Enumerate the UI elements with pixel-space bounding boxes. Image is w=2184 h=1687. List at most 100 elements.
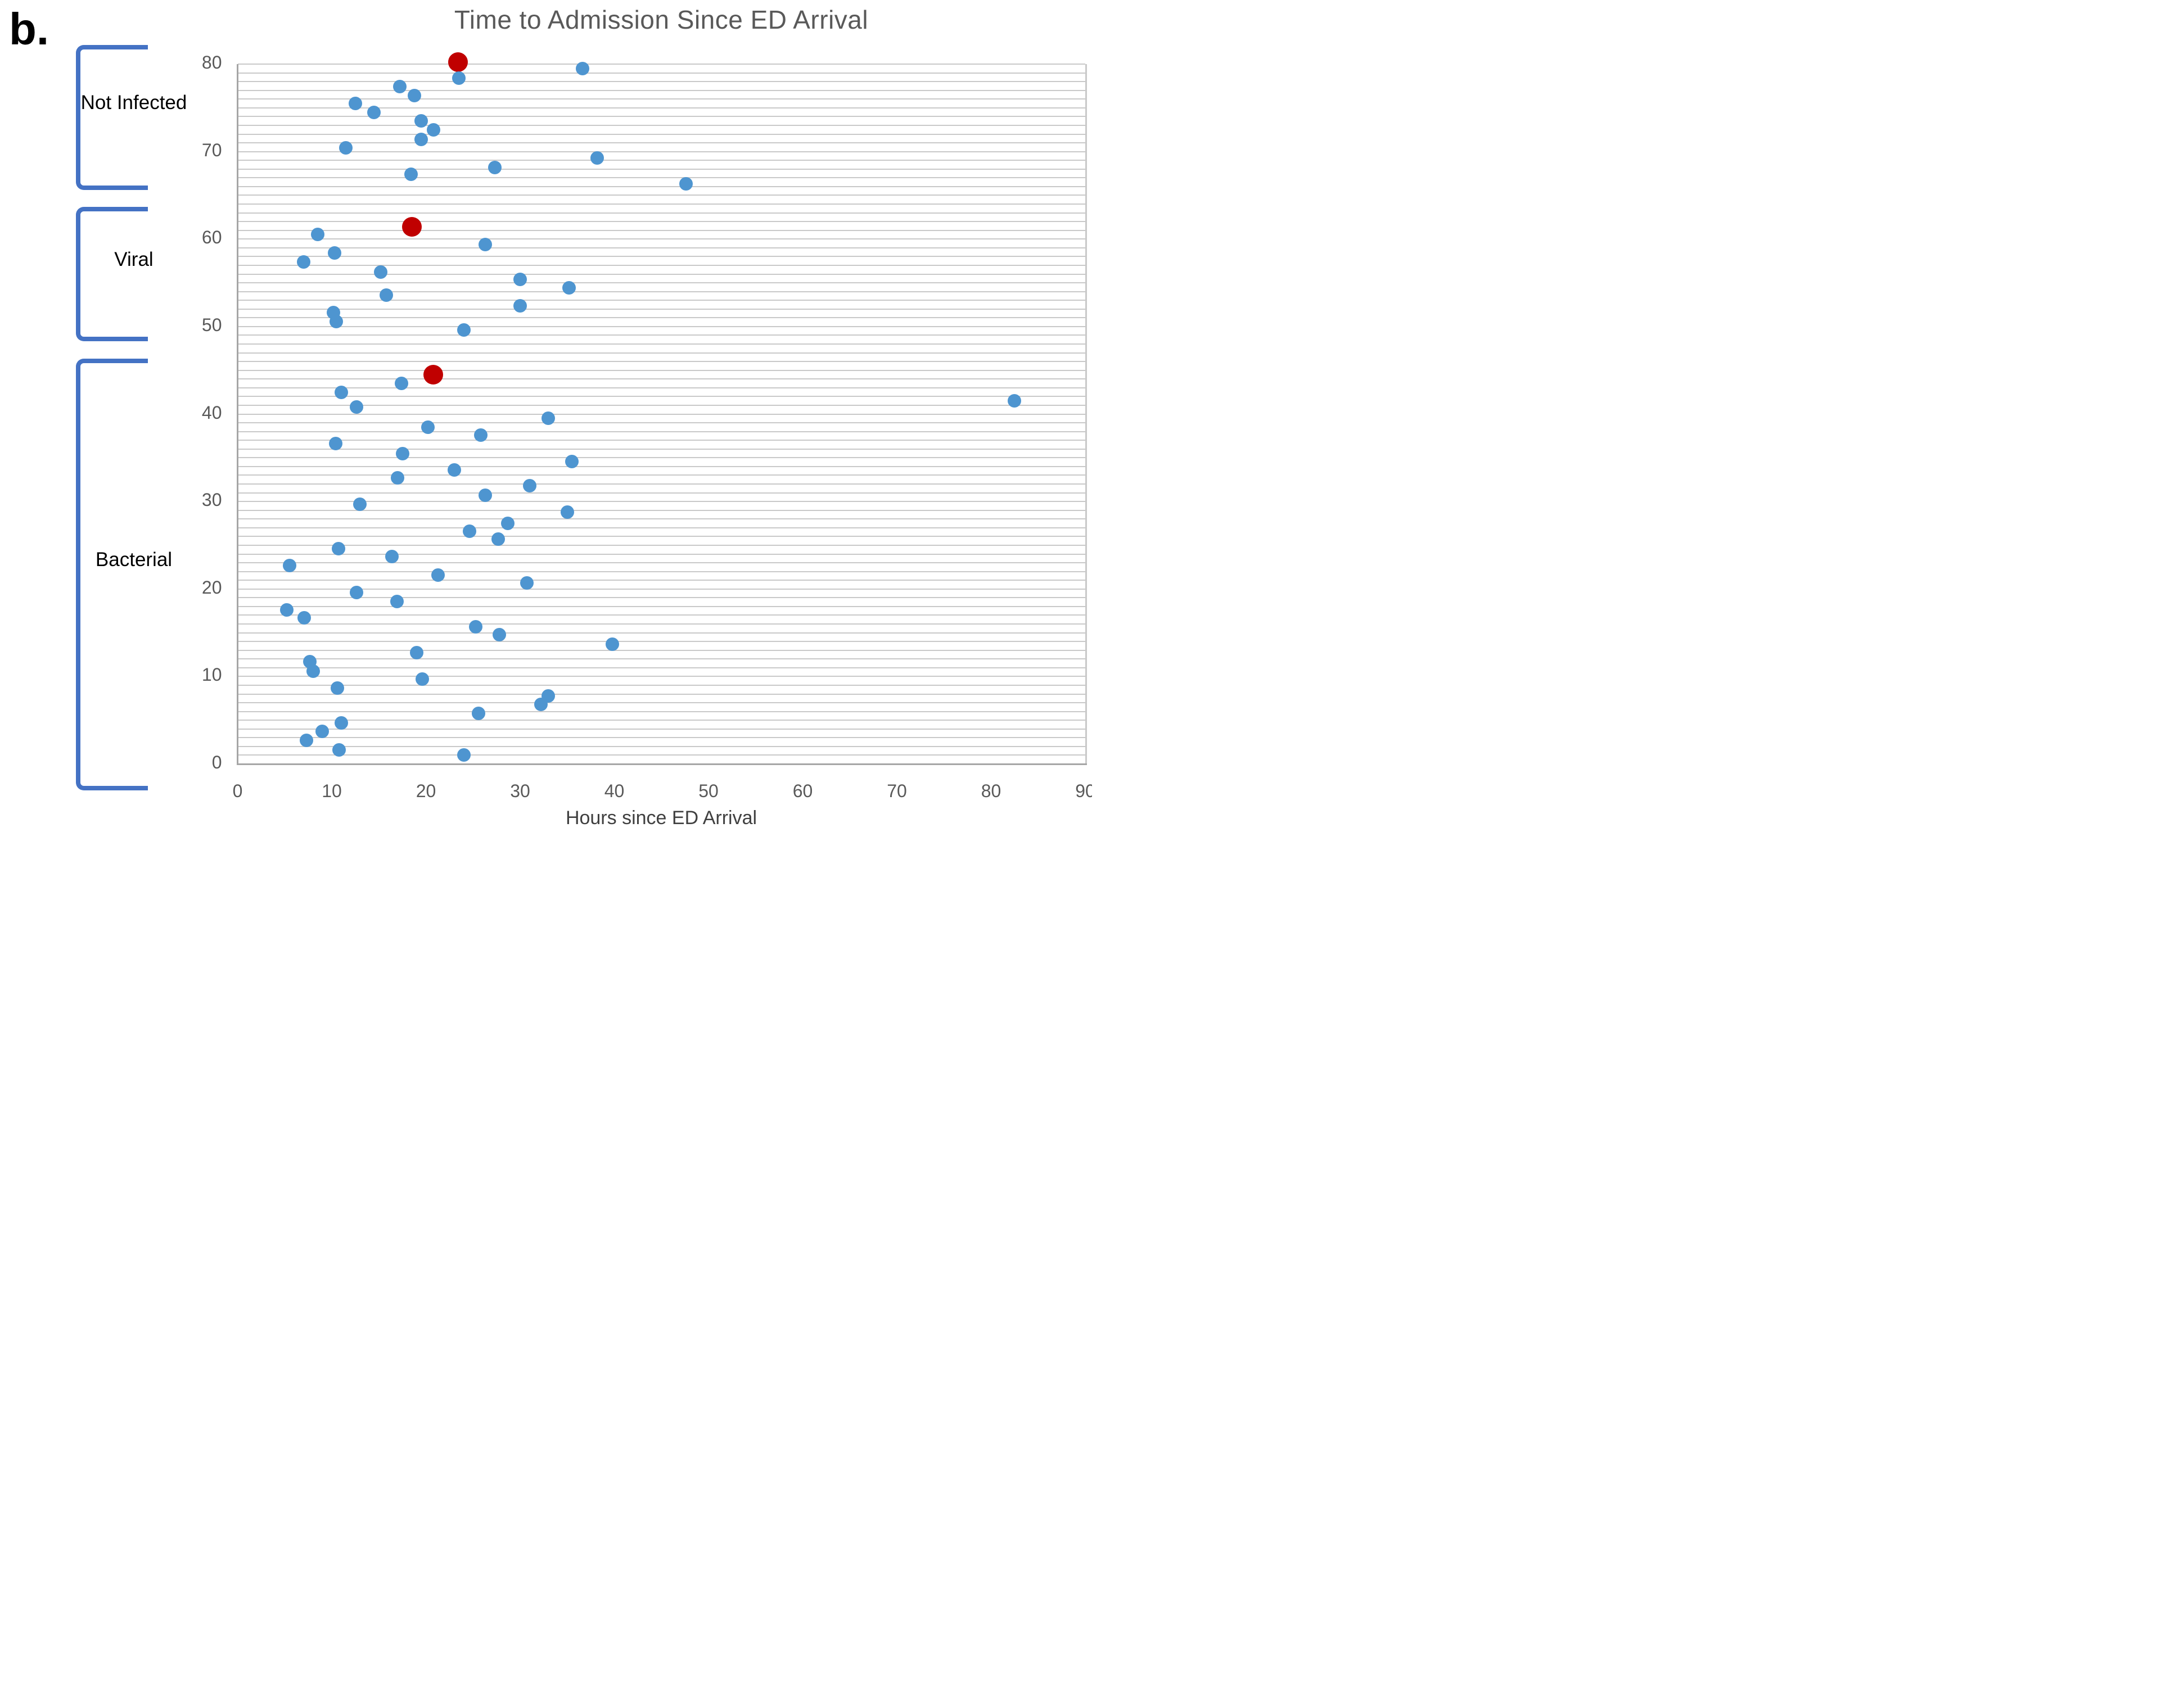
gridline xyxy=(237,527,1085,528)
gridline xyxy=(237,81,1085,83)
gridline xyxy=(237,177,1085,179)
data-point xyxy=(457,748,471,762)
gridline xyxy=(237,300,1085,301)
gridline xyxy=(237,580,1085,581)
data-point xyxy=(522,479,536,493)
gridline xyxy=(237,492,1085,494)
gridline xyxy=(237,308,1085,310)
x-axis-title: Hours since ED Arrival xyxy=(565,807,757,829)
gridline xyxy=(237,465,1085,467)
gridline xyxy=(237,658,1085,660)
gridline xyxy=(237,676,1085,677)
gridline xyxy=(237,151,1085,152)
data-point xyxy=(409,646,423,660)
data-point xyxy=(534,698,548,712)
gridline xyxy=(237,667,1085,668)
y-axis-tick-label: 40 xyxy=(201,402,222,423)
gridline xyxy=(237,483,1085,485)
gridline xyxy=(237,387,1085,388)
gridline xyxy=(237,702,1085,704)
group-label-bacterial: Bacterial xyxy=(95,549,173,571)
gridline xyxy=(237,203,1085,205)
data-point xyxy=(501,517,515,531)
gridline xyxy=(237,431,1085,432)
data-point xyxy=(353,497,367,511)
gridline xyxy=(237,684,1085,686)
highlighted-data-point xyxy=(423,364,444,385)
data-point xyxy=(431,568,445,582)
data-point xyxy=(542,411,556,426)
x-axis-tick-label: 10 xyxy=(322,781,342,801)
data-point xyxy=(493,627,507,641)
gridline xyxy=(237,116,1085,117)
data-point xyxy=(330,314,344,328)
data-point xyxy=(462,524,476,539)
data-point xyxy=(367,105,381,119)
gridline xyxy=(237,168,1085,170)
gridline xyxy=(237,160,1085,161)
data-point xyxy=(415,672,429,686)
gridline xyxy=(237,745,1085,747)
data-point xyxy=(390,594,404,608)
gridline xyxy=(237,571,1085,572)
gridline xyxy=(237,457,1085,459)
x-axis-tick-label: 80 xyxy=(981,781,1001,801)
gridline xyxy=(237,291,1085,292)
gridline xyxy=(237,711,1085,712)
data-point xyxy=(282,558,296,572)
x-axis-tick-label: 90 xyxy=(1075,781,1092,801)
group-bracket-bacterial xyxy=(76,359,148,790)
data-point xyxy=(334,716,348,730)
data-point xyxy=(457,323,471,337)
data-point xyxy=(374,265,388,279)
gridline xyxy=(237,623,1085,625)
data-point xyxy=(408,89,422,103)
gridline xyxy=(237,124,1085,126)
gridline xyxy=(237,396,1085,397)
gridline xyxy=(237,597,1085,599)
data-point xyxy=(349,585,363,599)
data-point xyxy=(562,281,576,295)
gridline xyxy=(237,378,1085,380)
data-point xyxy=(520,576,534,590)
gridline xyxy=(237,720,1085,721)
data-point xyxy=(513,272,527,286)
data-point xyxy=(331,542,345,556)
gridline xyxy=(237,632,1085,634)
gridline xyxy=(237,553,1085,555)
y-axis-line xyxy=(236,64,238,765)
x-axis-tick-label: 70 xyxy=(887,781,907,801)
data-point xyxy=(590,151,604,165)
data-point xyxy=(426,123,440,137)
data-point xyxy=(491,532,506,546)
y-axis-tick-label: 10 xyxy=(201,664,222,685)
data-point xyxy=(395,446,409,460)
data-point xyxy=(299,733,313,747)
data-point xyxy=(348,97,362,111)
gridline xyxy=(237,448,1085,450)
gridline xyxy=(237,334,1085,336)
gridline xyxy=(237,404,1085,406)
highlighted-data-point xyxy=(448,52,468,73)
data-point xyxy=(414,132,428,146)
x-axis-tick-label: 60 xyxy=(792,781,813,801)
data-point xyxy=(488,160,502,174)
gridline xyxy=(237,614,1085,616)
gridline xyxy=(237,72,1085,74)
data-point xyxy=(279,603,294,617)
gridline xyxy=(237,186,1085,187)
y-axis-tick-label: 80 xyxy=(201,52,222,73)
chart-title: Time to Admission Since ED Arrival xyxy=(454,5,869,34)
gridline xyxy=(237,737,1085,739)
data-point xyxy=(315,725,330,739)
y-axis-tick-label: 70 xyxy=(201,139,222,160)
y-axis-tick-label: 30 xyxy=(201,490,222,510)
gridline xyxy=(237,273,1085,275)
gridline xyxy=(237,518,1085,520)
data-point xyxy=(575,61,589,75)
data-point xyxy=(349,400,363,414)
data-point xyxy=(392,80,407,94)
x-axis-tick-label: 50 xyxy=(698,781,719,801)
data-point xyxy=(679,177,693,191)
data-point xyxy=(473,428,488,442)
